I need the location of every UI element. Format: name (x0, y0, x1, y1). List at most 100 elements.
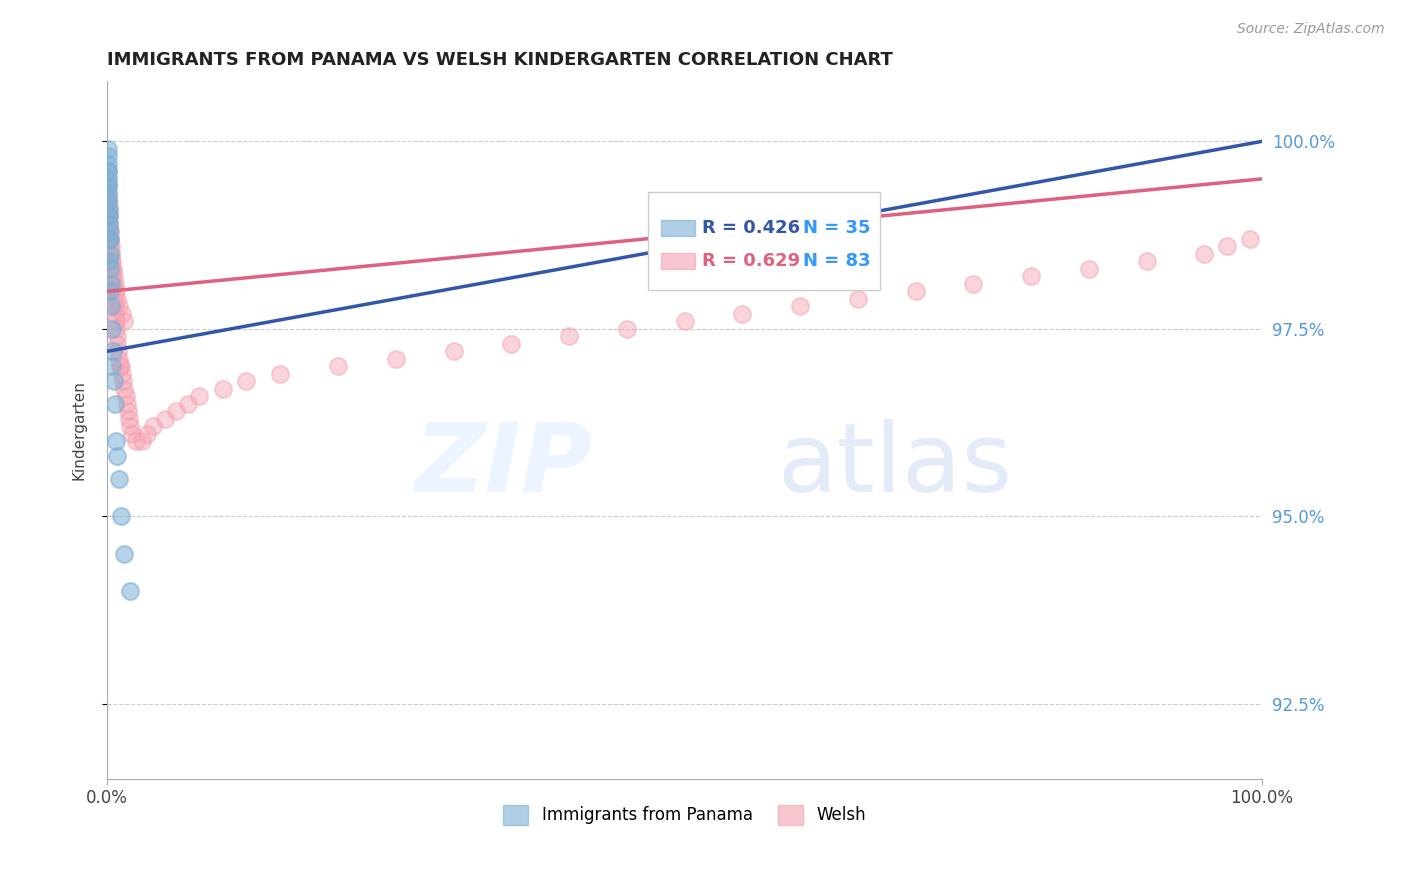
Point (121, 426, 143, 441)
Point (962, 277, 984, 291)
Point (98, 247, 121, 261)
Point (188, 389, 211, 403)
Point (98, 217, 121, 231)
Point (98, 224, 121, 238)
Text: ZIP: ZIP (415, 418, 592, 511)
Point (98, 224, 121, 238)
Point (107, 450, 129, 464)
Point (105, 434, 128, 449)
Point (103, 292, 125, 306)
Point (98, 224, 121, 238)
Point (97, 179, 120, 194)
Point (98, 232, 121, 246)
Point (326, 359, 349, 374)
Point (97, 210, 120, 224)
Point (97, 210, 120, 224)
Point (98, 217, 121, 231)
Text: N = 35: N = 35 (803, 219, 870, 236)
Point (1216, 239, 1239, 253)
Point (117, 404, 139, 418)
Point (107, 337, 129, 351)
Point (100, 239, 122, 253)
Point (111, 367, 134, 381)
Point (98, 217, 121, 231)
Point (105, 329, 128, 343)
Point (131, 434, 153, 449)
Point (108, 299, 131, 313)
Point (100, 254, 122, 268)
Point (101, 254, 124, 268)
Point (142, 419, 165, 434)
Point (101, 261, 124, 276)
Point (125, 434, 148, 449)
Text: R = 0.426: R = 0.426 (702, 219, 800, 236)
Text: IMMIGRANTS FROM PANAMA VS WELSH KINDERGARTEN CORRELATION CHART: IMMIGRANTS FROM PANAMA VS WELSH KINDERGA… (107, 51, 893, 69)
Point (97, 186, 120, 201)
Point (108, 359, 131, 374)
Point (112, 547, 135, 561)
Point (97, 164, 120, 178)
Point (235, 375, 257, 389)
Point (97, 164, 120, 178)
Point (97, 186, 120, 201)
Point (107, 351, 129, 366)
Point (112, 314, 135, 328)
Point (97, 202, 120, 216)
Point (100, 299, 122, 313)
Point (97, 202, 120, 216)
Point (105, 322, 128, 336)
Point (97, 232, 120, 246)
Text: N = 83: N = 83 (803, 252, 870, 269)
Point (101, 344, 124, 359)
Point (211, 382, 233, 396)
Point (731, 307, 754, 321)
Point (1194, 247, 1216, 261)
Point (443, 344, 465, 359)
Point (97, 157, 120, 171)
Point (105, 285, 128, 299)
Point (1019, 269, 1042, 284)
Point (98, 254, 121, 268)
Point (104, 314, 127, 328)
Point (98, 239, 121, 253)
Point (98, 261, 121, 276)
Point (165, 404, 187, 418)
Point (501, 337, 523, 351)
Point (112, 382, 135, 396)
Point (100, 247, 122, 261)
Point (97, 179, 120, 194)
Point (97, 172, 120, 186)
Point (100, 322, 122, 336)
Point (112, 375, 135, 389)
Point (120, 584, 142, 599)
Point (177, 397, 200, 411)
Point (673, 314, 696, 328)
Point (103, 269, 125, 284)
Point (110, 307, 132, 321)
Point (97, 179, 120, 194)
Legend: Immigrants from Panama, Welsh: Immigrants from Panama, Welsh (495, 797, 875, 833)
Point (104, 397, 127, 411)
Point (98, 210, 121, 224)
Point (107, 344, 129, 359)
Point (1077, 261, 1099, 276)
Point (110, 509, 132, 524)
Point (110, 359, 132, 374)
Point (118, 412, 141, 426)
Point (97, 202, 120, 216)
Point (107, 472, 129, 486)
Point (97, 149, 120, 163)
Point (101, 269, 124, 284)
Point (103, 299, 125, 313)
Text: Source: ZipAtlas.com: Source: ZipAtlas.com (1237, 22, 1385, 37)
Point (104, 307, 127, 321)
Point (97, 194, 120, 209)
Point (789, 299, 811, 313)
Point (904, 285, 927, 299)
Point (97, 194, 120, 209)
Text: atlas: atlas (778, 418, 1012, 511)
Point (616, 322, 638, 336)
Point (97, 172, 120, 186)
Point (97, 142, 120, 156)
Point (101, 277, 124, 291)
